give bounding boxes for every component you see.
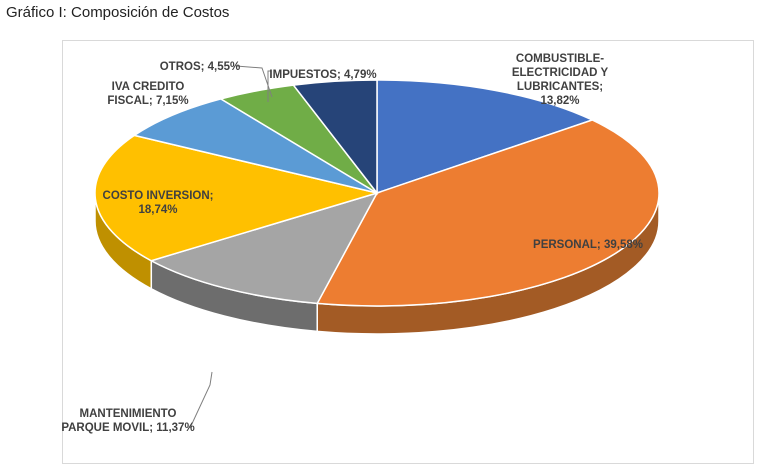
slice-label-2: MANTENIMIENTO PARQUE MOVIL; 11,37% [61, 408, 194, 434]
pie-labels: COMBUSTIBLE-ELECTRICIDAD Y LUBRICANTES; 13… [61, 53, 643, 434]
pie-tops [94, 79, 660, 307]
slice-label-1: PERSONAL; 39,58% [533, 239, 643, 251]
chart-caption: Gráfico I: Composición de Costos [6, 4, 230, 21]
pie-slice-0 [376, 79, 595, 195]
pie-slice-6 [292, 79, 378, 196]
pie-slice-3 [94, 134, 380, 262]
slice-label-0: COMBUSTIBLE-ELECTRICIDAD Y LUBRICANTES; 13… [512, 53, 609, 107]
pie-slice-2 [149, 191, 379, 305]
leader-line-2 [189, 371, 213, 429]
pie-leaders [189, 65, 273, 429]
leader-line-5 [235, 65, 273, 98]
pie-slice-4 [132, 98, 378, 194]
slice-label-3: COSTO INVERSION; 18,74% [103, 190, 214, 216]
slice-label-4: IVA CREDITO FISCAL; 7,15% [107, 81, 188, 107]
pie-slice-1 [316, 119, 660, 307]
slice-label-6: IMPUESTOS; 4,79% [269, 69, 376, 81]
leader-line-6 [267, 70, 271, 102]
slice-label-5: OTROS; 4,55% [160, 61, 241, 73]
